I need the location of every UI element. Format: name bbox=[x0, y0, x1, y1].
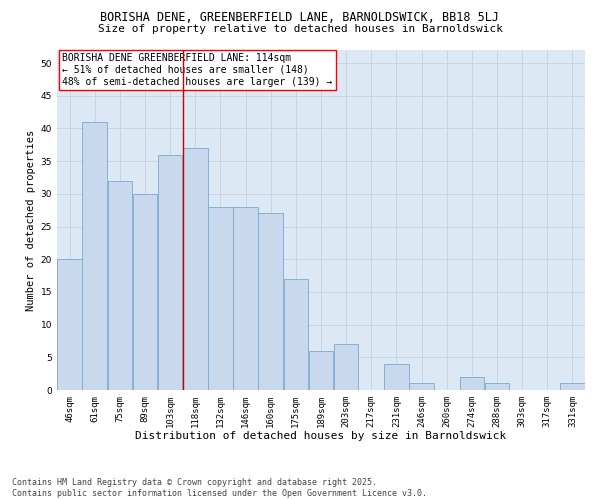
Bar bbox=[384, 364, 409, 390]
Bar bbox=[334, 344, 358, 390]
Bar bbox=[183, 148, 208, 390]
Bar bbox=[284, 279, 308, 390]
Bar bbox=[208, 207, 233, 390]
X-axis label: Distribution of detached houses by size in Barnoldswick: Distribution of detached houses by size … bbox=[136, 432, 506, 442]
Text: Contains HM Land Registry data © Crown copyright and database right 2025.
Contai: Contains HM Land Registry data © Crown c… bbox=[12, 478, 427, 498]
Bar bbox=[82, 122, 107, 390]
Bar bbox=[133, 194, 157, 390]
Text: BORISHA DENE, GREENBERFIELD LANE, BARNOLDSWICK, BB18 5LJ: BORISHA DENE, GREENBERFIELD LANE, BARNOL… bbox=[101, 11, 499, 24]
Text: Size of property relative to detached houses in Barnoldswick: Size of property relative to detached ho… bbox=[97, 24, 503, 34]
Text: BORISHA DENE GREENBERFIELD LANE: 114sqm
← 51% of detached houses are smaller (14: BORISHA DENE GREENBERFIELD LANE: 114sqm … bbox=[62, 54, 332, 86]
Bar bbox=[158, 154, 182, 390]
Bar bbox=[233, 207, 258, 390]
Y-axis label: Number of detached properties: Number of detached properties bbox=[26, 130, 37, 310]
Bar bbox=[107, 181, 132, 390]
Bar bbox=[409, 384, 434, 390]
Bar bbox=[560, 384, 585, 390]
Bar bbox=[460, 377, 484, 390]
Bar bbox=[485, 384, 509, 390]
Bar bbox=[259, 214, 283, 390]
Bar bbox=[57, 259, 82, 390]
Bar bbox=[308, 351, 334, 390]
